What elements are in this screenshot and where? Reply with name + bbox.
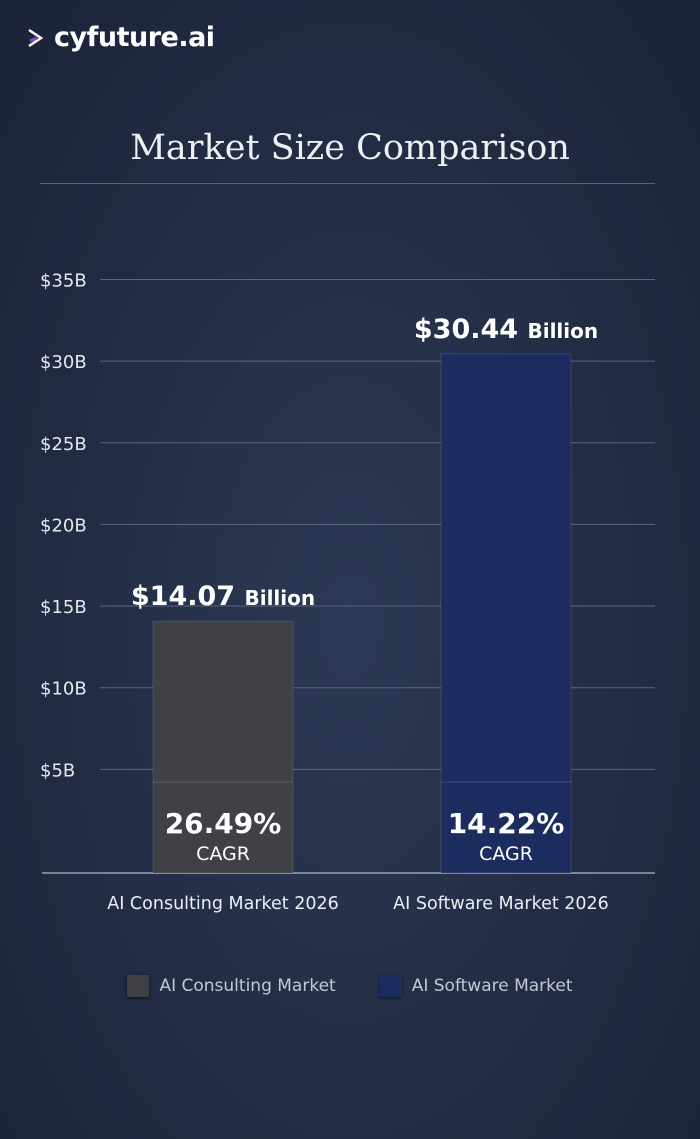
x-category-label: AI Software Market 2026 — [393, 894, 609, 914]
bar — [152, 620, 294, 874]
bar-chart: $5B $10B $15B $20B $25B $30B $35B $14.07 Billio… — [40, 270, 655, 914]
cagr-value: 14.22% — [448, 807, 565, 840]
cagr-value: 26.49% — [165, 807, 282, 840]
x-category-label: AI Consulting Market 2026 — [107, 894, 339, 914]
value-label: $30.44 Billion — [414, 314, 598, 345]
brand-logo: cyfuture.ai — [26, 22, 215, 53]
brand-name: cyfuture.ai — [54, 22, 215, 53]
cagr-label: CAGR — [196, 843, 250, 865]
y-tick-label: $15B — [40, 597, 87, 618]
title-divider — [40, 183, 655, 184]
bar — [440, 353, 572, 874]
legend-label: AI Consulting Market — [159, 976, 336, 996]
legend-item-software: AI Software Market — [379, 975, 573, 997]
legend-item-consulting: AI Consulting Market — [127, 975, 336, 997]
legend-swatch — [127, 975, 150, 997]
y-tick-label: $10B — [40, 679, 87, 700]
legend: AI Consulting Market AI Software Market — [0, 975, 700, 997]
legend-swatch — [379, 975, 402, 997]
chart-title: Market Size Comparison — [130, 128, 570, 168]
value-label: $14.07 Billion — [131, 581, 315, 612]
y-tick-label: $20B — [40, 515, 87, 536]
y-tick-label: $35B — [40, 270, 87, 291]
legend-label: AI Software Market — [411, 976, 573, 996]
y-tick-label: $5B — [40, 760, 75, 781]
y-tick-label: $30B — [40, 352, 87, 373]
play-chevron-icon — [28, 28, 44, 47]
cagr-label: CAGR — [479, 843, 533, 865]
y-tick-label: $25B — [40, 434, 87, 455]
